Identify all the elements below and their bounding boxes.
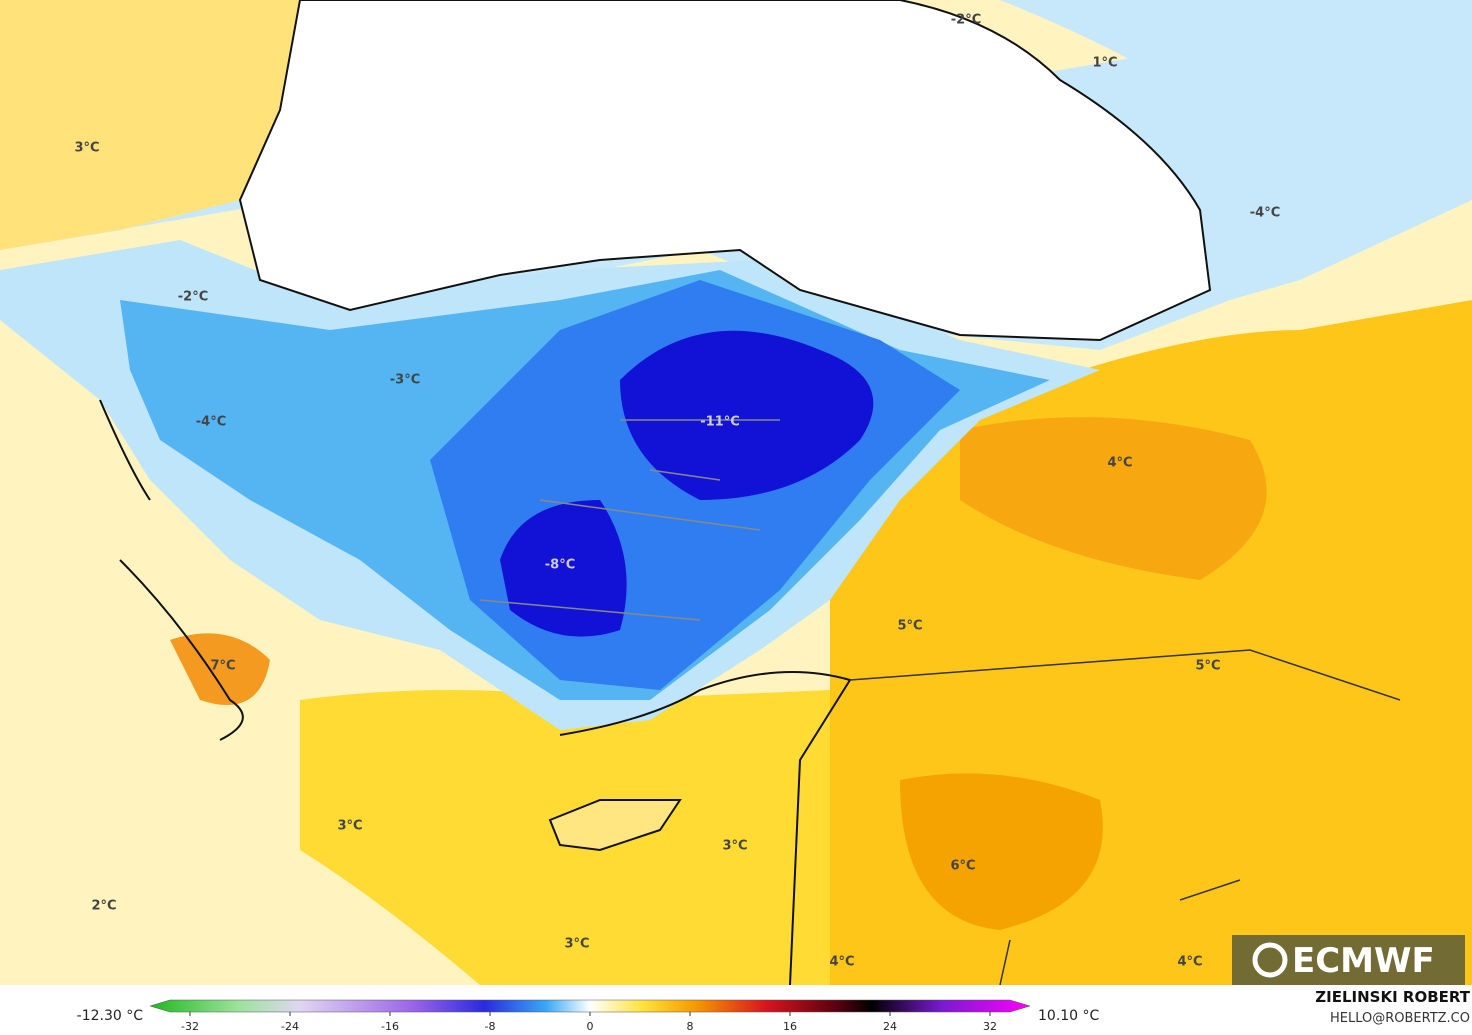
max-label: 10.10 °C [1038, 1008, 1100, 1024]
country-borders [849, 649, 1401, 986]
temperature-labels: -2°C 1°C 3°C -4°C -2°C -3°C -4°C -11°C 4… [74, 13, 1280, 970]
map-label: 6°C [950, 859, 975, 874]
map-label: 3°C [564, 937, 589, 952]
colorbar-tick-label: -24 [281, 1020, 299, 1033]
colorbar-tick-label: 16 [783, 1020, 797, 1033]
aegean-hot-area [170, 633, 270, 705]
map-label: -2°C [178, 290, 208, 305]
map-label: -3°C [390, 373, 420, 388]
map-label: 7°C [210, 659, 235, 674]
colorbar-tick-label: -32 [181, 1020, 199, 1033]
map-label: -2°C [951, 13, 981, 28]
map-label: -11°C [700, 415, 740, 430]
colorbar-tick-label: -8 [485, 1020, 496, 1033]
map-label: 1°C [1092, 56, 1117, 71]
syria-hot-area [900, 773, 1103, 930]
turkey-coldest-core [500, 330, 874, 637]
colorbar-tick-label: 8 [687, 1020, 694, 1033]
coastline [559, 671, 852, 986]
province-borders [479, 419, 780, 621]
map-label: 3°C [74, 141, 99, 156]
black-sea [238, 0, 1212, 342]
anatolia-east-hot-area [960, 417, 1267, 580]
map-label: 4°C [829, 955, 854, 970]
map-label: 4°C [1107, 456, 1132, 471]
colorbar-tick-label: 32 [983, 1020, 997, 1033]
credit-email: HELLO@ROBERTZ.CO [1330, 1011, 1470, 1026]
cyprus [548, 799, 682, 852]
map-label: -4°C [196, 415, 226, 430]
colorbar-tick-label: 0 [587, 1020, 594, 1033]
balkans-field [0, 0, 300, 250]
logo-text: ECMWF [1292, 941, 1435, 981]
map-label: 3°C [337, 819, 362, 834]
map-label: 4°C [1177, 955, 1202, 970]
map-label: 5°C [897, 619, 922, 634]
colorbar: -12.30 °C 10.10 °C -32 -24 -16 -8 0 8 16 24 32 [77, 999, 1100, 1033]
logo: ECMWF [1232, 935, 1465, 985]
aegean-coast [99, 399, 244, 741]
map [0, 0, 1472, 986]
map-label: 5°C [1195, 659, 1220, 674]
logo-icon [1252, 942, 1288, 978]
colorbar-tick-label: 24 [883, 1020, 897, 1033]
map-label: -4°C [1250, 206, 1280, 221]
min-label: -12.30 °C [77, 1008, 144, 1024]
map-label: 3°C [722, 839, 747, 854]
colorbar-bar [149, 999, 1031, 1013]
map-label: -8°C [545, 558, 575, 573]
credit-author: ZIELINSKI ROBERT [1315, 988, 1470, 1006]
map-label: 2°C [91, 899, 116, 914]
colorbar-tick-label: -16 [381, 1020, 399, 1033]
